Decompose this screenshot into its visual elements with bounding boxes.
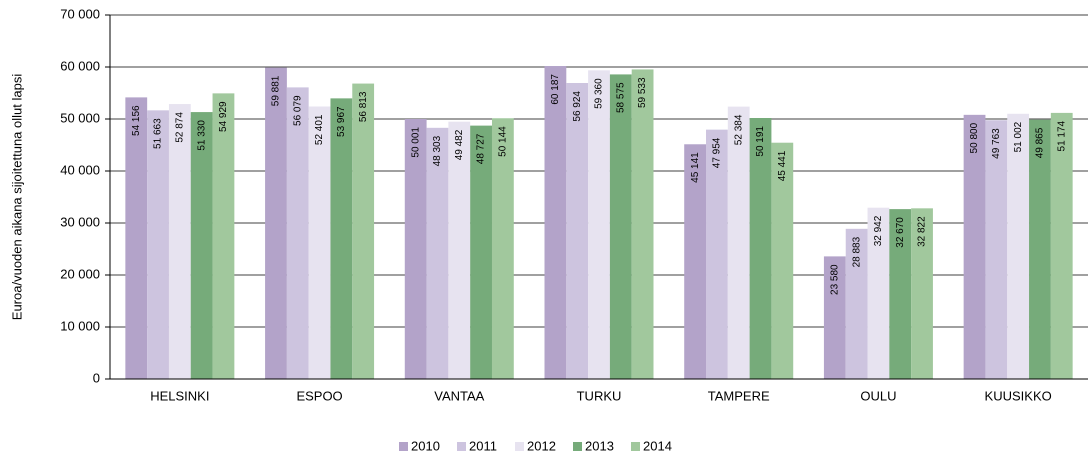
- value-label: 60 187: [550, 74, 561, 105]
- value-label: 28 883: [851, 236, 862, 267]
- x-tick-label: TURKU: [577, 388, 622, 403]
- x-tick-label: VANTAA: [434, 388, 484, 403]
- x-tick-label: HELSINKI: [150, 388, 209, 403]
- value-label: 58 575: [615, 82, 626, 113]
- value-label: 47 954: [712, 137, 723, 168]
- value-label: 59 881: [271, 75, 282, 106]
- value-label: 48 303: [432, 135, 443, 166]
- bar: [308, 106, 331, 379]
- value-label: 23 580: [829, 264, 840, 295]
- bar: [845, 228, 868, 379]
- bar: [609, 74, 632, 379]
- value-label: 56 924: [572, 91, 583, 122]
- bar: [706, 129, 728, 379]
- bar: [684, 144, 707, 379]
- bar: [330, 98, 353, 380]
- value-label: 52 874: [174, 112, 185, 143]
- bar: [212, 93, 235, 379]
- y-tick-label: 60 000: [60, 58, 100, 73]
- bar: [190, 112, 213, 380]
- value-label: 48 727: [476, 133, 487, 164]
- value-label: 56 079: [292, 95, 303, 126]
- legend-swatch: [573, 442, 582, 451]
- bar: [265, 67, 287, 379]
- value-label: 52 384: [733, 114, 744, 145]
- value-label: 49 763: [991, 128, 1002, 159]
- legend-swatch: [457, 442, 466, 451]
- bar: [889, 209, 912, 379]
- value-label: 51 002: [1013, 121, 1024, 152]
- bar: [147, 110, 169, 379]
- bar: [963, 114, 986, 379]
- bar: [749, 118, 772, 379]
- x-tick-label: OULU: [860, 388, 896, 403]
- bar: [125, 97, 148, 380]
- value-label: 45 141: [690, 152, 701, 183]
- legend-label: 2014: [643, 438, 672, 453]
- value-label: 51 330: [196, 120, 207, 151]
- bar: [1029, 119, 1051, 380]
- value-label: 52 401: [314, 114, 325, 145]
- value-label: 59 533: [637, 77, 648, 108]
- bar: [823, 256, 846, 379]
- bar: [544, 66, 567, 380]
- bar: [727, 106, 750, 379]
- bar: [566, 82, 589, 379]
- value-label: 32 942: [873, 215, 884, 246]
- bar: [426, 127, 449, 379]
- value-label: 54 156: [131, 105, 142, 136]
- y-axis-label: Euroa/vuoden aikana sijoitettuna ollut l…: [9, 74, 24, 321]
- bar: [1007, 113, 1030, 379]
- bar: [911, 208, 933, 379]
- x-tick-label: ESPOO: [296, 388, 342, 403]
- value-label: 50 800: [969, 122, 980, 153]
- legend-swatch: [631, 442, 640, 451]
- value-label: 56 813: [358, 91, 369, 122]
- value-label: 32 822: [917, 216, 928, 247]
- legend-swatch: [515, 442, 524, 451]
- bar: [470, 125, 492, 379]
- value-label: 53 967: [336, 106, 347, 137]
- legend-swatch: [399, 442, 408, 451]
- value-label: 51 174: [1056, 120, 1067, 151]
- bar: [448, 121, 471, 379]
- y-tick-label: 40 000: [60, 162, 100, 177]
- x-tick-label: KUUSIKKO: [985, 388, 1052, 403]
- value-label: 59 360: [594, 78, 605, 109]
- value-label: 49 865: [1035, 127, 1046, 158]
- bar: [491, 118, 514, 380]
- bar: [404, 118, 427, 379]
- value-label: 45 441: [777, 150, 788, 181]
- bar: [588, 70, 610, 379]
- value-label: 50 144: [498, 126, 509, 157]
- y-tick-label: 30 000: [60, 214, 100, 229]
- y-tick-label: 10 000: [60, 318, 100, 333]
- legend-label: 2011: [469, 438, 497, 453]
- legend-label: 2013: [585, 438, 614, 453]
- y-tick-label: 20 000: [60, 266, 100, 281]
- value-label: 51 663: [153, 118, 164, 149]
- y-tick-label: 70 000: [60, 6, 100, 21]
- y-tick-label: 0: [93, 370, 100, 385]
- bar: [771, 142, 794, 379]
- value-label: 50 001: [410, 127, 421, 158]
- value-label: 32 670: [895, 217, 906, 248]
- value-label: 50 191: [755, 126, 766, 157]
- legend-label: 2012: [527, 438, 556, 453]
- bar: [867, 207, 890, 379]
- bar: [1050, 112, 1073, 379]
- bar: [985, 120, 1008, 380]
- bar: [631, 69, 654, 379]
- y-tick-label: 50 000: [60, 110, 100, 125]
- bar: [352, 83, 375, 380]
- legend-label: 2010: [411, 438, 440, 453]
- value-label: 54 929: [218, 101, 229, 132]
- x-tick-label: TAMPERE: [708, 388, 770, 403]
- bar: [286, 87, 309, 380]
- value-label: 49 482: [454, 129, 465, 160]
- bar: [168, 104, 191, 379]
